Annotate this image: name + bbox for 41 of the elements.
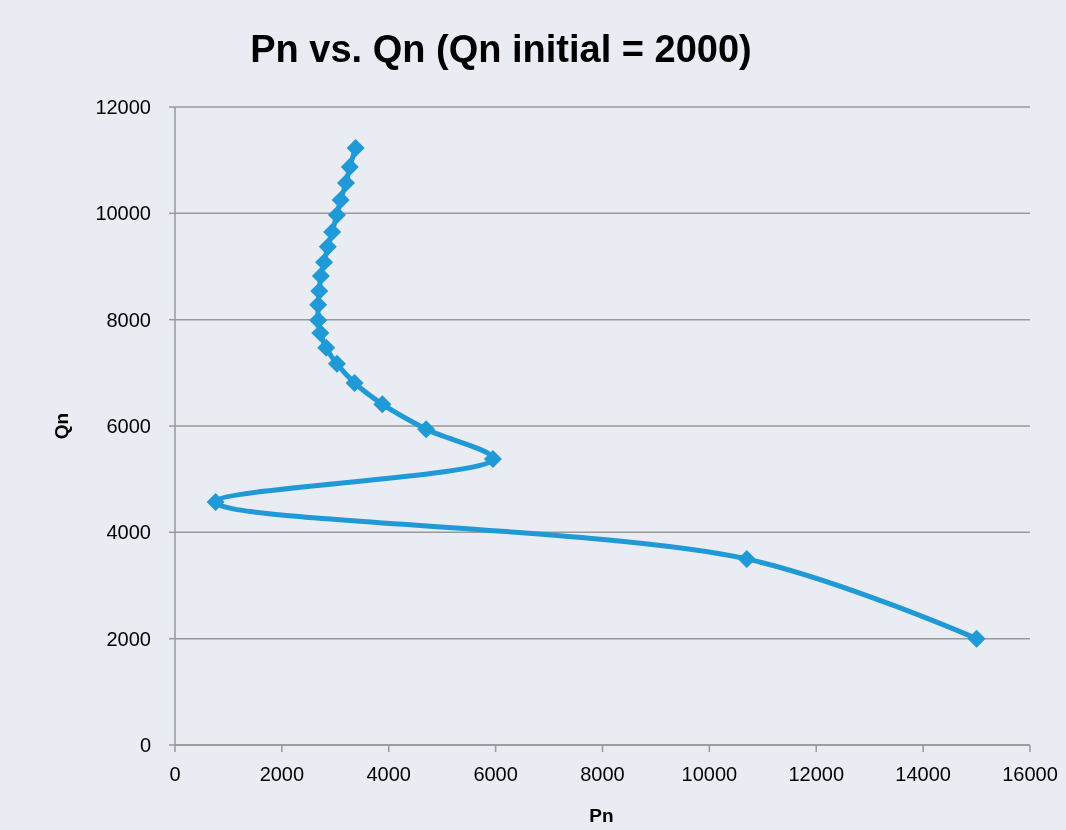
x-tick-label: 4000 bbox=[366, 763, 411, 785]
point bbox=[318, 237, 337, 256]
point bbox=[373, 395, 392, 414]
point bbox=[315, 253, 334, 272]
point bbox=[346, 138, 365, 157]
x-tick-label: 10000 bbox=[681, 763, 738, 785]
x-tick-label: 8000 bbox=[580, 763, 625, 785]
point bbox=[331, 191, 350, 210]
x-tick-label: 2000 bbox=[259, 763, 305, 785]
y-tick-label: 8000 bbox=[106, 308, 151, 331]
y-tick-label: 0 bbox=[139, 734, 151, 756]
y-tick-label: 12000 bbox=[95, 96, 151, 118]
point bbox=[309, 311, 328, 330]
y-tick-label: 6000 bbox=[106, 415, 151, 437]
point bbox=[417, 420, 436, 439]
point bbox=[311, 267, 330, 286]
y-axis-title: Qn bbox=[51, 412, 72, 440]
point bbox=[337, 174, 355, 193]
point bbox=[311, 323, 330, 342]
x-tick-label: 0 bbox=[169, 763, 181, 785]
point bbox=[345, 373, 364, 392]
point bbox=[327, 354, 346, 373]
y-tick-label: 4000 bbox=[106, 521, 151, 544]
x-axis-title: Pn bbox=[589, 805, 614, 826]
point bbox=[310, 281, 329, 300]
point bbox=[309, 295, 328, 314]
x-tick-label: 14000 bbox=[895, 763, 951, 785]
point bbox=[327, 205, 346, 224]
x-tick-label: 6000 bbox=[473, 763, 518, 785]
y-tick-label: 2000 bbox=[106, 627, 151, 650]
point bbox=[737, 549, 756, 568]
y-tick-label: 10000 bbox=[95, 202, 151, 225]
point bbox=[340, 158, 359, 177]
point bbox=[483, 449, 502, 468]
point bbox=[206, 493, 225, 512]
point bbox=[317, 338, 336, 357]
x-tick-label: 12000 bbox=[788, 763, 845, 785]
point bbox=[967, 629, 986, 648]
chart-title: Pn vs. Qn (Qn initial = 2000) bbox=[250, 28, 752, 70]
x-tick-label: 16000 bbox=[1002, 763, 1058, 785]
point bbox=[323, 222, 342, 241]
